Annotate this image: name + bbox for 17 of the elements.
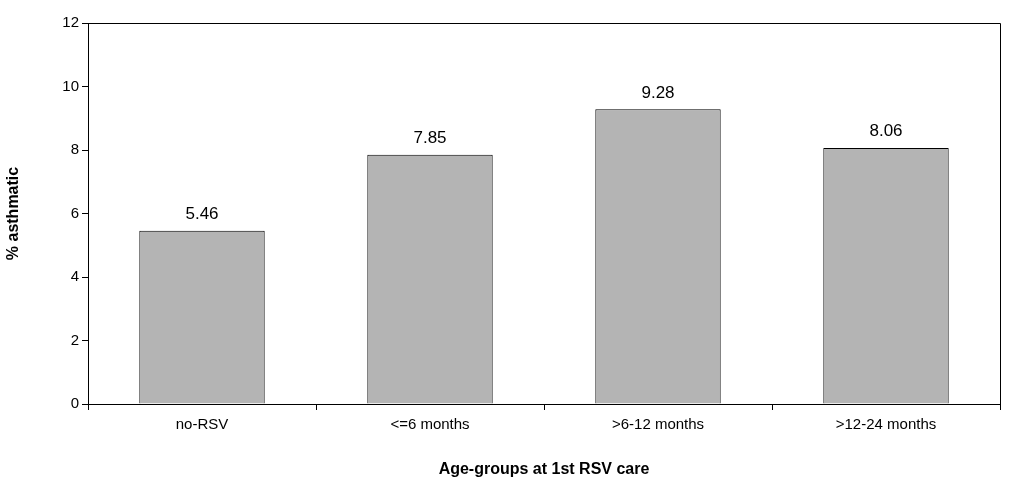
x-tick-label: no-RSV	[175, 415, 229, 433]
y-tick-label: 8	[70, 140, 79, 158]
data-label: 5.46	[185, 203, 219, 223]
y-tick-label: 10	[62, 76, 79, 94]
y-tick-label: 4	[70, 267, 79, 285]
y-tick-label: 0	[70, 394, 79, 412]
data-label: 8.06	[869, 121, 903, 141]
y-tick-label: 6	[70, 203, 79, 221]
data-label: 7.85	[413, 127, 447, 147]
data-label: 9.28	[641, 82, 675, 102]
x-axis-title: Age-groups at 1st RSV care	[438, 459, 650, 477]
y-tick-label: 2	[70, 330, 79, 348]
x-tick-label: <=6 months	[390, 415, 470, 433]
x-tick-label: >12-24 months	[835, 415, 937, 433]
y-tick-label: 12	[62, 13, 79, 31]
x-tick-label: >6-12 months	[611, 415, 705, 433]
y-axis-title: % asthmatic	[4, 166, 22, 261]
